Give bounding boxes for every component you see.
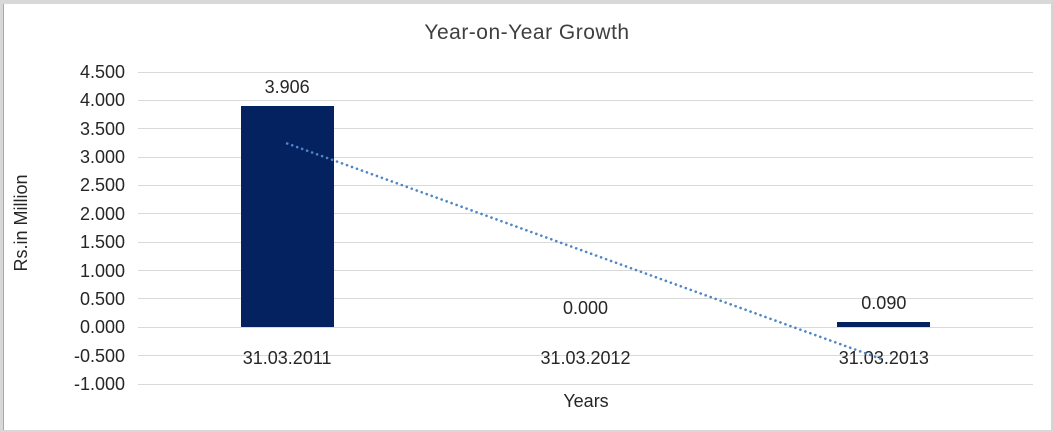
y-axis-tick-label: 2.500 xyxy=(79,175,125,196)
bar-value-label: 0.000 xyxy=(562,298,609,319)
y-axis-tick-label: -1.000 xyxy=(73,374,125,394)
y-axis-tick-label: 4.500 xyxy=(79,62,125,82)
y-axis-tick-label: -0.500 xyxy=(73,345,125,366)
bar xyxy=(240,105,334,328)
y-axis-tick-label: 3.000 xyxy=(79,147,125,168)
x-axis-category-label: 31.03.2013 xyxy=(838,348,929,368)
y-axis-tick-label: 3.500 xyxy=(79,118,125,139)
bar-value-label: 0.090 xyxy=(861,293,907,314)
bar xyxy=(837,322,931,328)
gridline xyxy=(138,383,1033,385)
y-axis-title: Rs.in Million xyxy=(11,174,31,272)
chart-title: Year-on-Year Growth xyxy=(424,21,630,44)
x-axis-title: Years xyxy=(563,391,609,411)
y-axis-tick-label: 0.000 xyxy=(79,317,125,338)
y-axis-tick-label: 1.500 xyxy=(79,232,125,253)
bar-value-label: 3.906 xyxy=(264,76,310,97)
y-axis-tick-label: 0.500 xyxy=(79,288,125,309)
y-axis-tick-label: 4.000 xyxy=(79,90,125,111)
gridline xyxy=(138,128,1033,130)
x-axis-category-label: 31.03.2012 xyxy=(540,348,631,368)
y-axis-tick-label: 1.000 xyxy=(79,260,125,281)
gridline xyxy=(138,99,1033,101)
gridline xyxy=(138,71,1033,73)
x-axis-category-label: 31.03.2011 xyxy=(242,348,332,368)
y-axis-tick-label: 2.000 xyxy=(79,203,125,224)
